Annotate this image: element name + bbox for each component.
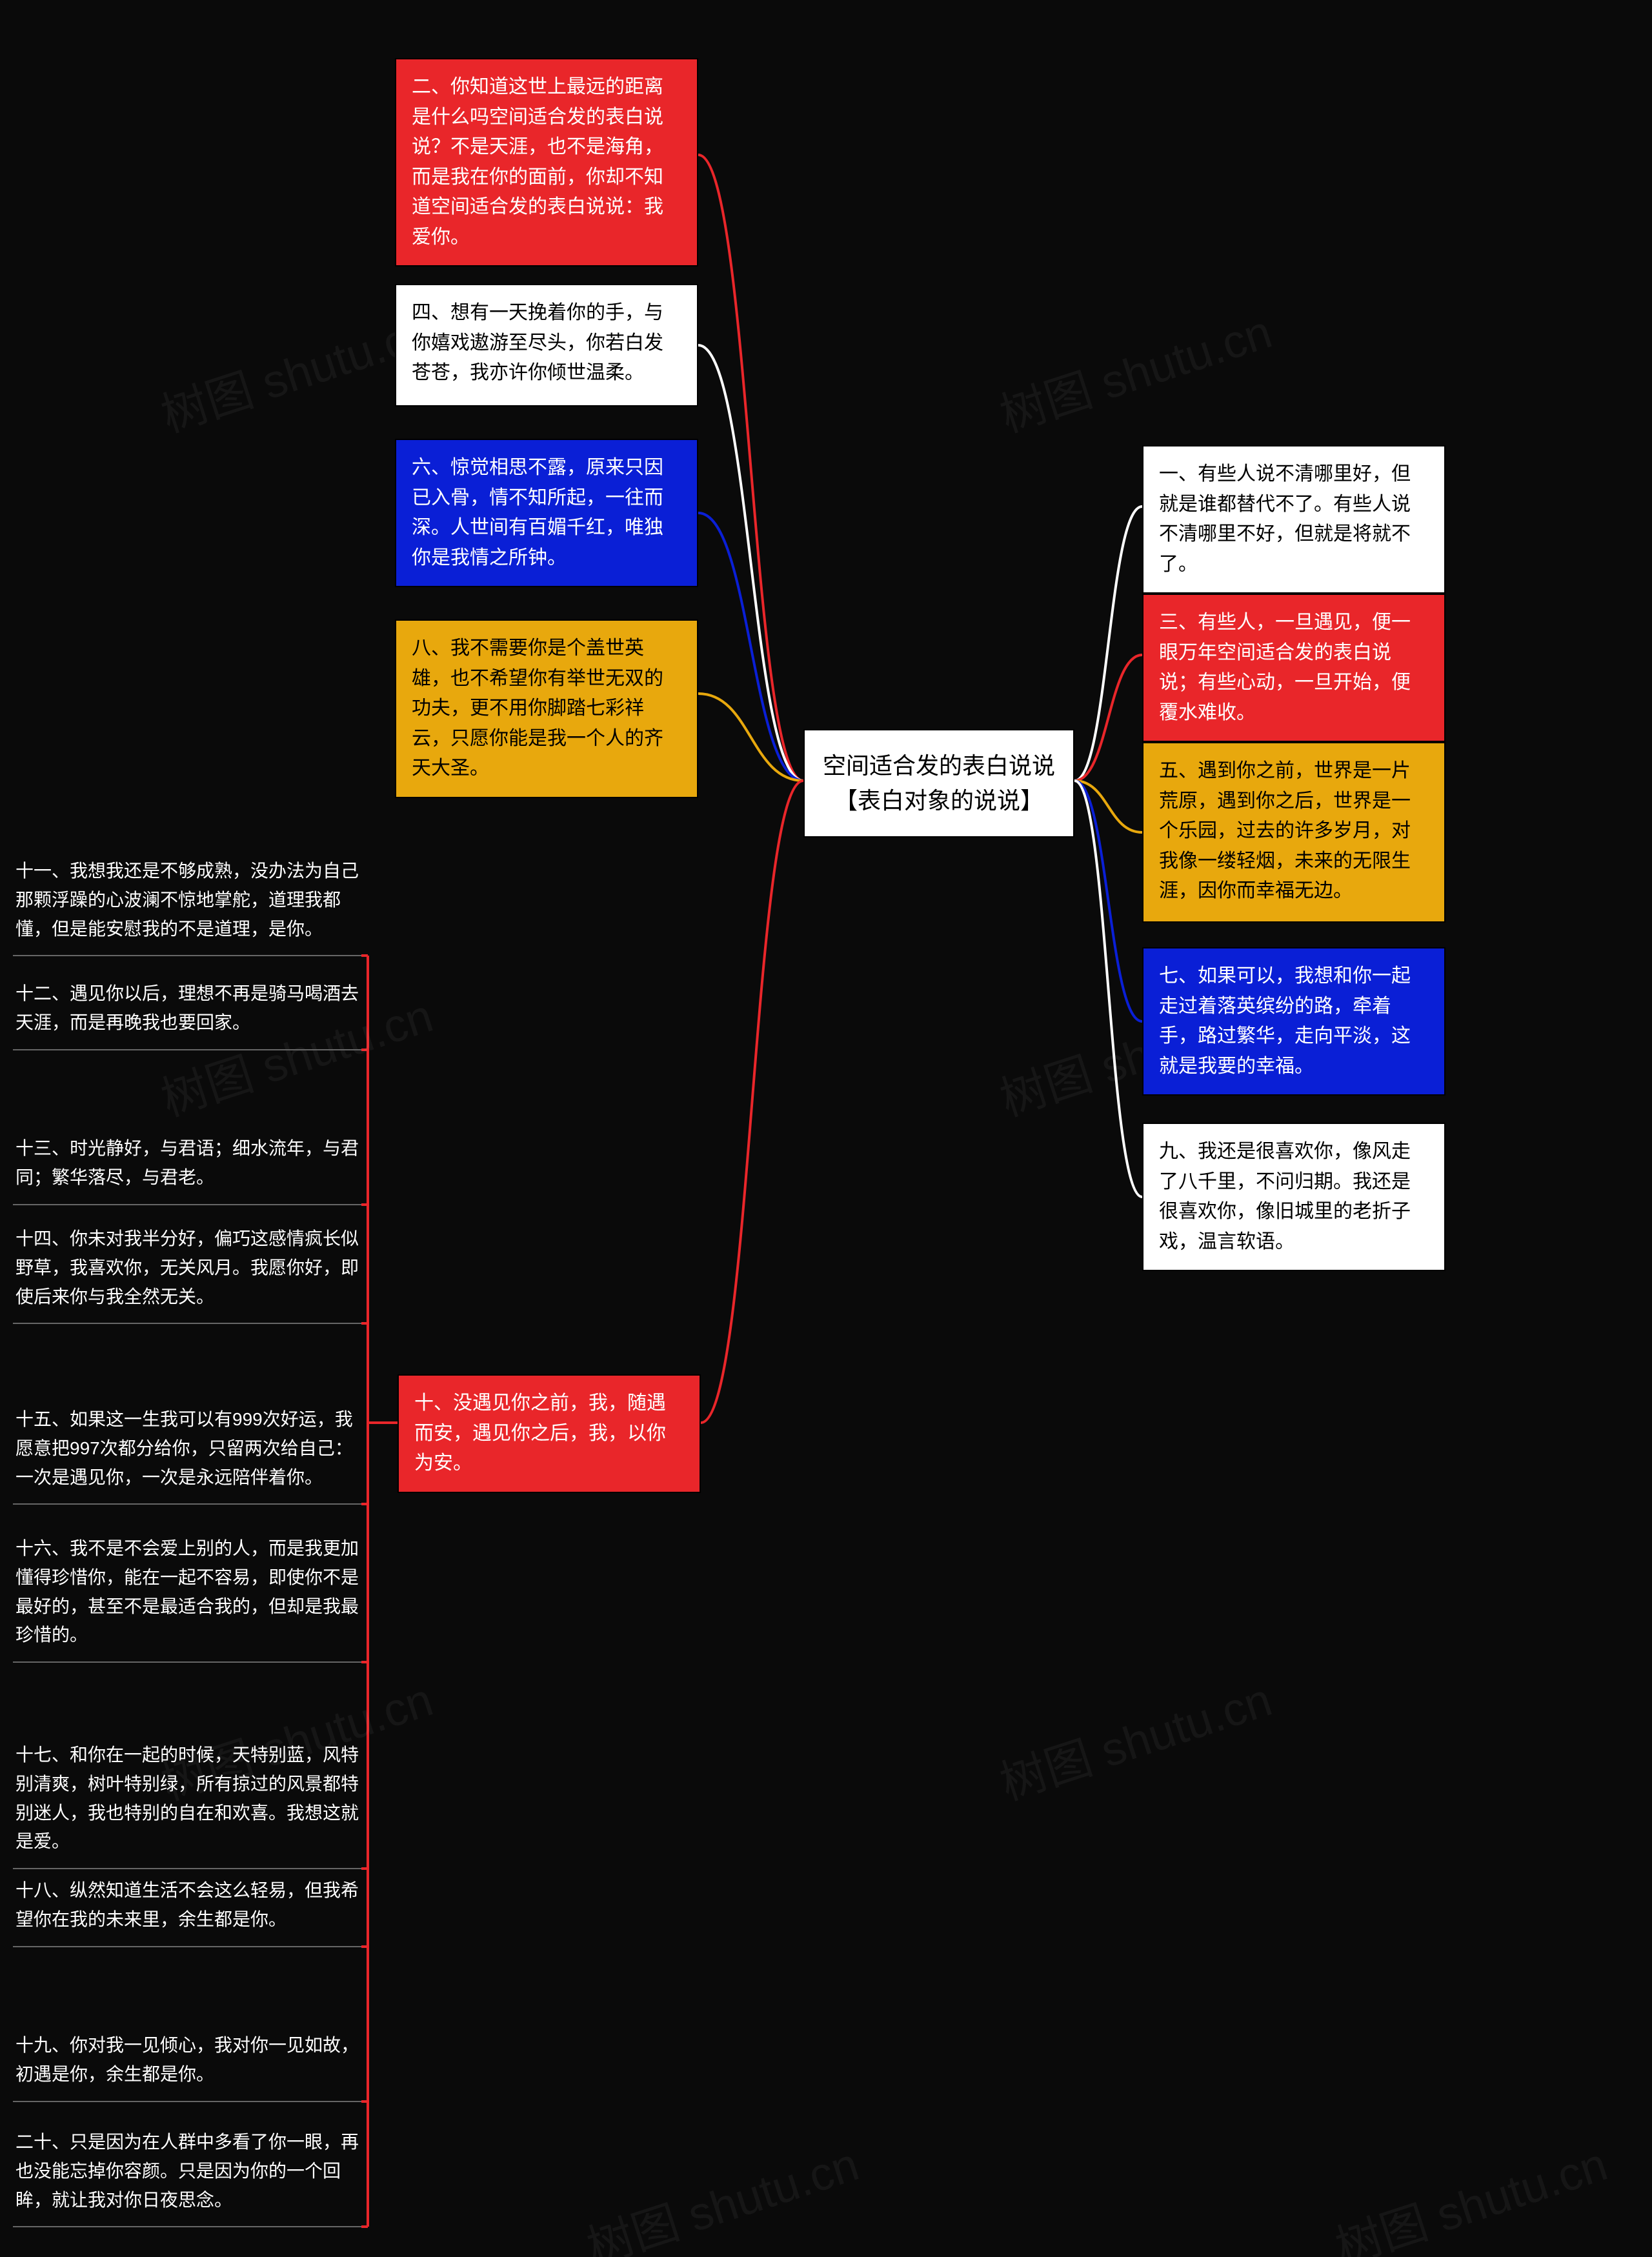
leaf-l11[interactable]: 十一、我想我还是不够成熟，没办法为自己那颗浮躁的心波澜不惊地掌舵，道理我都懂，但… [13,852,361,956]
leaf-l16[interactable]: 十六、我不是不会爱上别的人，而是我更加懂得珍惜你，能在一起不容易，即使你不是最好… [13,1529,361,1663]
leaf-l15[interactable]: 十五、如果这一生我可以有999次好运，我愿意把997次都分给你，只留两次给自己：… [13,1400,361,1505]
leaf-l20[interactable]: 二十、只是因为在人群中多看了你一眼，再也没能忘掉你容颜。只是因为你的一个回眸，就… [13,2123,361,2227]
connector [698,155,803,781]
branch-node-n1[interactable]: 一、有些人说不清哪里好，但就是谁都替代不了。有些人说不清哪里不好，但就是将就不了… [1142,445,1446,594]
branch-node-n4[interactable]: 四、想有一天挽着你的手，与你嬉戏遨游至尽头，你若白发苍苍，我亦许你倾世温柔。 [395,284,698,406]
leaf-l18[interactable]: 十八、纵然知道生活不会这么轻易，但我希望你在我的未来里，余生都是你。 [13,1871,361,1947]
leaf-l13[interactable]: 十三、时光静好，与君语；细水流年，与君同；繁华落尽，与君老。 [13,1129,361,1205]
branch-node-n2[interactable]: 二、你知道这世上最远的距离是什么吗空间适合发的表白说说？不是天涯，也不是海角，而… [395,58,698,266]
branch-node-n10[interactable]: 十、没遇见你之前，我，随遇而安，遇见你之后，我，以你为安。 [398,1374,701,1493]
connector [698,345,803,781]
mindmap-canvas: 树图 shutu.cn 树图 shutu.cn 树图 shutu.cn 树图 shut… [0,0,1652,2257]
watermark: 树图 shutu.cn [1325,2126,1614,2257]
branch-node-n6[interactable]: 六、惊觉相思不露，原来只因已入骨，情不知所起，一往而深。人世间有百媚千红，唯独你… [395,439,698,587]
connector [1074,781,1142,1197]
center-node[interactable]: 空间适合发的表白说说【表白对象的说说】 [803,729,1074,838]
watermark: 树图 shutu.cn [990,1661,1278,1813]
connector [698,694,803,781]
leaf-l17[interactable]: 十七、和你在一起的时候，天特别蓝，风特别清爽，树叶特别绿，所有掠过的风景都特别迷… [13,1736,361,1869]
branch-node-n3[interactable]: 三、有些人，一旦遇见，便一眼万年空间适合发的表白说说；有些心动，一旦开始，便覆水… [1142,594,1446,742]
connector [1074,507,1142,781]
branch-node-n5[interactable]: 五、遇到你之前，世界是一片荒原，遇到你之后，世界是一个乐园，过去的许多岁月，对我… [1142,742,1446,923]
leaf-l14[interactable]: 十四、你未对我半分好，偏巧这感情疯长似野草，我喜欢你，无关风月。我愿你好，即使后… [13,1219,361,1324]
connector [698,513,803,781]
connector [1074,655,1142,781]
watermark: 树图 shutu.cn [990,294,1278,445]
connector [1074,781,1142,832]
branch-node-n9[interactable]: 九、我还是很喜欢你，像风走了八千里，不问归期。我还是很喜欢你，像旧城里的老折子戏… [1142,1123,1446,1271]
leaf-l12[interactable]: 十二、遇见你以后，理想不再是骑马喝酒去天涯，而是再晚我也要回家。 [13,974,361,1050]
connector [701,781,803,1423]
branch-node-n7[interactable]: 七、如果可以，我想和你一起走过着落英缤纷的路，牵着手，路过繁华，走向平淡，这就是… [1142,947,1446,1096]
connector [1074,781,1142,1021]
branch-node-n8[interactable]: 八、我不需要你是个盖世英雄，也不希望你有举世无双的功夫，更不用你脚踏七彩祥云，只… [395,619,698,798]
leaf-l19[interactable]: 十九、你对我一见倾心，我对你一见如故，初遇是你，余生都是你。 [13,2026,361,2102]
watermark: 树图 shutu.cn [577,2126,865,2257]
